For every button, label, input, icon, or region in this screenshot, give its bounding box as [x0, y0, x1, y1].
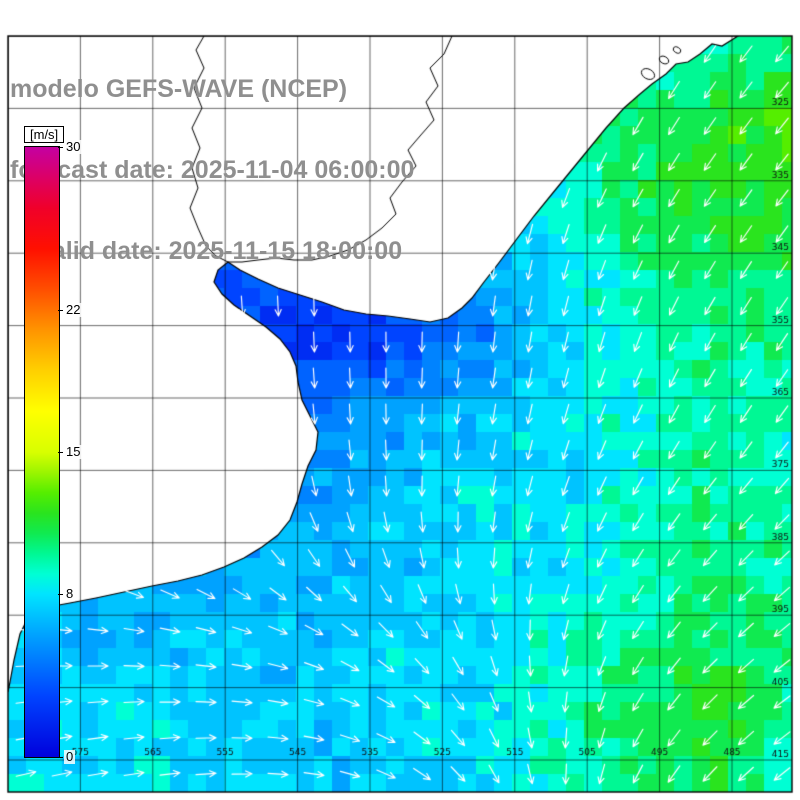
map-header: modelo GEFS-WAVE (NCEP) forecast date: 2…	[10, 22, 414, 319]
forecast-date: forecast date: 2025-11-04 06:00:00	[10, 156, 415, 184]
colorbar-tick-0: 0	[57, 749, 76, 764]
model-title: modelo GEFS-WAVE (NCEP)	[10, 75, 348, 103]
colorbar-gradient	[24, 146, 60, 758]
colorbar-tick-15: 15	[57, 444, 83, 459]
colorbar-tick-22: 22	[57, 301, 83, 317]
colorbar-tick-30: 30	[57, 139, 83, 154]
colorbar-tick-8: 8	[57, 586, 76, 602]
valid-date: valid date: 2025-11-15 18:00:00	[38, 237, 403, 265]
colorbar: [m/s] 30 22 15 8 0	[24, 126, 83, 764]
colorbar-wrap: 30 22 15 8 0	[24, 140, 83, 764]
colorbar-unit-label: [m/s]	[24, 126, 65, 143]
